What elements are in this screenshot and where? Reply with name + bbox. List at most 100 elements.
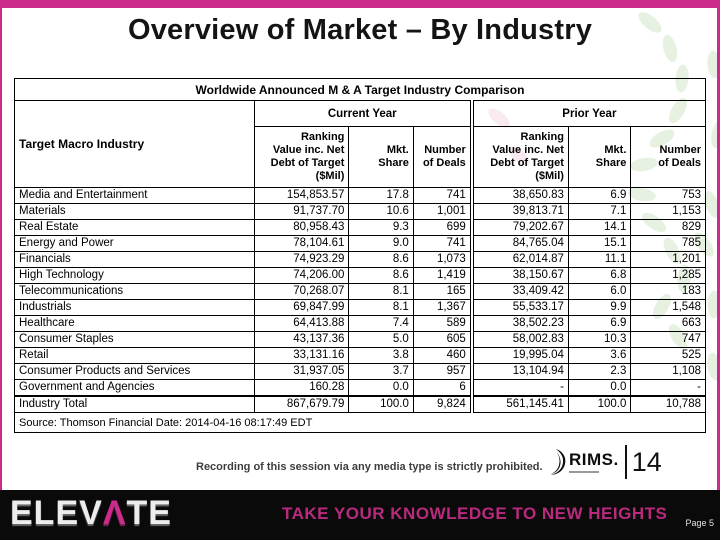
group-header-prior-year: Prior Year — [469, 100, 706, 127]
value-cell: 1,548 — [630, 299, 706, 316]
rims-year: 14 — [631, 447, 662, 477]
value-cell: 605 — [412, 331, 473, 348]
table-row: Consumer Products and Services 31,937.05 3… — [14, 363, 706, 380]
value-cell: 154,853.57 — [253, 187, 350, 204]
page-title: Overview of Market – By Industry — [127, 14, 593, 46]
value-cell: 957 — [412, 363, 473, 380]
value-cell: 80,958.43 — [253, 219, 350, 236]
value-cell: 58,002.83 — [469, 331, 569, 348]
value-cell: 0.0 — [348, 379, 414, 397]
value-cell: 460 — [412, 347, 473, 364]
value-cell: 747 — [630, 331, 706, 348]
table-row: Healthcare 64,413.88 7.4 589 38,502.23 6.9 663 — [14, 315, 706, 332]
value-cell: 8.6 — [348, 251, 414, 268]
swan-icon — [550, 449, 566, 475]
rims-divider — [624, 445, 627, 479]
industry-cell: Industry Total — [14, 395, 255, 413]
value-cell: 1,419 — [412, 267, 473, 284]
value-cell: 1,367 — [412, 299, 473, 316]
value-cell: 74,206.00 — [253, 267, 350, 284]
value-cell: 867,679.79 — [253, 395, 350, 413]
value-cell: 3.6 — [567, 347, 632, 364]
value-cell: 31,937.05 — [253, 363, 350, 380]
value-cell: 1,201 — [630, 251, 706, 268]
value-cell: 74,923.29 — [253, 251, 350, 268]
value-cell: 6.8 — [567, 267, 632, 284]
table-title: Worldwide Announced M & A Target Industr… — [14, 78, 706, 101]
industry-cell: Industrials — [14, 299, 255, 316]
value-cell: - — [469, 379, 569, 397]
value-cell: 741 — [412, 187, 473, 204]
value-cell: 10.6 — [348, 203, 414, 220]
value-cell: 1,108 — [630, 363, 706, 380]
table-row: Industrials 69,847.99 8.1 1,367 55,533.17 9.9… — [14, 299, 706, 316]
col-header-number-of-deals-prior: Number of Deals — [630, 126, 706, 188]
value-cell: 663 — [630, 315, 706, 332]
table-row: Financials 74,923.29 8.6 1,073 62,014.87 11.1… — [14, 251, 706, 268]
value-cell: 1,285 — [630, 267, 706, 284]
table-row: Materials 91,737.70 10.6 1,001 39,813.71 7.1 1… — [14, 203, 706, 220]
footer-tagline: TAKE YOUR KNOWLEDGE TO NEW HEIGHTS — [282, 504, 668, 523]
industry-cell: Real Estate — [14, 219, 255, 236]
footer-bar: ELEVΛTE TAKE YOUR KNOWLEDGE TO NEW HEIGH… — [0, 490, 720, 540]
value-cell: 70,268.07 — [253, 283, 350, 300]
value-cell: 100.0 — [567, 395, 632, 413]
value-cell: 78,104.61 — [253, 235, 350, 252]
value-cell: 6 — [412, 379, 473, 397]
industry-cell: Energy and Power — [14, 235, 255, 252]
value-cell: 1,073 — [412, 251, 473, 268]
value-cell: 1,001 — [412, 203, 473, 220]
col-header-number-of-deals-current: Number of Deals — [412, 126, 473, 188]
value-cell: 3.7 — [348, 363, 414, 380]
top-accent-bar — [0, 0, 720, 8]
value-cell: 8.1 — [348, 299, 414, 316]
value-cell: 10.3 — [567, 331, 632, 348]
value-cell: 33,409.42 — [469, 283, 569, 300]
value-cell: 7.4 — [348, 315, 414, 332]
value-cell: 38,650.83 — [469, 187, 569, 204]
table-row: Energy and Power 78,104.61 9.0 741 84,765.04… — [14, 235, 706, 252]
value-cell: 9.3 — [348, 219, 414, 236]
value-cell: 589 — [412, 315, 473, 332]
value-cell: 829 — [630, 219, 706, 236]
table-source: Source: Thomson Financial Date: 2014-04-… — [14, 412, 706, 433]
table-row: Consumer Staples 43,137.36 5.0 605 58,002.83… — [14, 331, 706, 348]
value-cell: 11.1 — [567, 251, 632, 268]
value-cell: 33,131.16 — [253, 347, 350, 364]
elevate-logo: ELEVΛTE — [10, 493, 172, 533]
col-header-mkt-share-prior: Mkt. Share — [567, 126, 632, 188]
value-cell: 525 — [630, 347, 706, 364]
value-cell: 8.1 — [348, 283, 414, 300]
value-cell: 160.28 — [253, 379, 350, 397]
value-cell: 6.9 — [567, 187, 632, 204]
value-cell: 14.1 — [567, 219, 632, 236]
value-cell: 699 — [412, 219, 473, 236]
table-row: Real Estate 80,958.43 9.3 699 79,202.67 14.1 8… — [14, 219, 706, 236]
recording-notice: Recording of this session via any media … — [196, 461, 543, 473]
elevate-a-mark: Λ — [102, 494, 127, 532]
value-cell: 91,737.70 — [253, 203, 350, 220]
value-cell: 84,765.04 — [469, 235, 569, 252]
value-cell: 5.0 — [348, 331, 414, 348]
table-row: Government and Agencies 160.28 0.0 6-0.0- — [14, 379, 706, 397]
value-cell: 8.6 — [348, 267, 414, 284]
value-cell: 39,813.71 — [469, 203, 569, 220]
value-cell: 38,502.23 — [469, 315, 569, 332]
value-cell: 55,533.17 — [469, 299, 569, 316]
value-cell: 19,995.04 — [469, 347, 569, 364]
value-cell: 165 — [412, 283, 473, 300]
value-cell: 62,014.87 — [469, 251, 569, 268]
value-cell: - — [630, 379, 706, 397]
industry-cell: Telecommunications — [14, 283, 255, 300]
value-cell: 6.0 — [567, 283, 632, 300]
value-cell: 43,137.36 — [253, 331, 350, 348]
value-cell: 7.1 — [567, 203, 632, 220]
value-cell: 785 — [630, 235, 706, 252]
value-cell: 38,150.67 — [469, 267, 569, 284]
rims-logo: RIMS. 14 — [548, 445, 662, 479]
value-cell: 1,153 — [630, 203, 706, 220]
industry-cell: Government and Agencies — [14, 379, 255, 397]
value-cell: 10,788 — [630, 395, 706, 413]
value-cell: 6.9 — [567, 315, 632, 332]
value-cell: 183 — [630, 283, 706, 300]
